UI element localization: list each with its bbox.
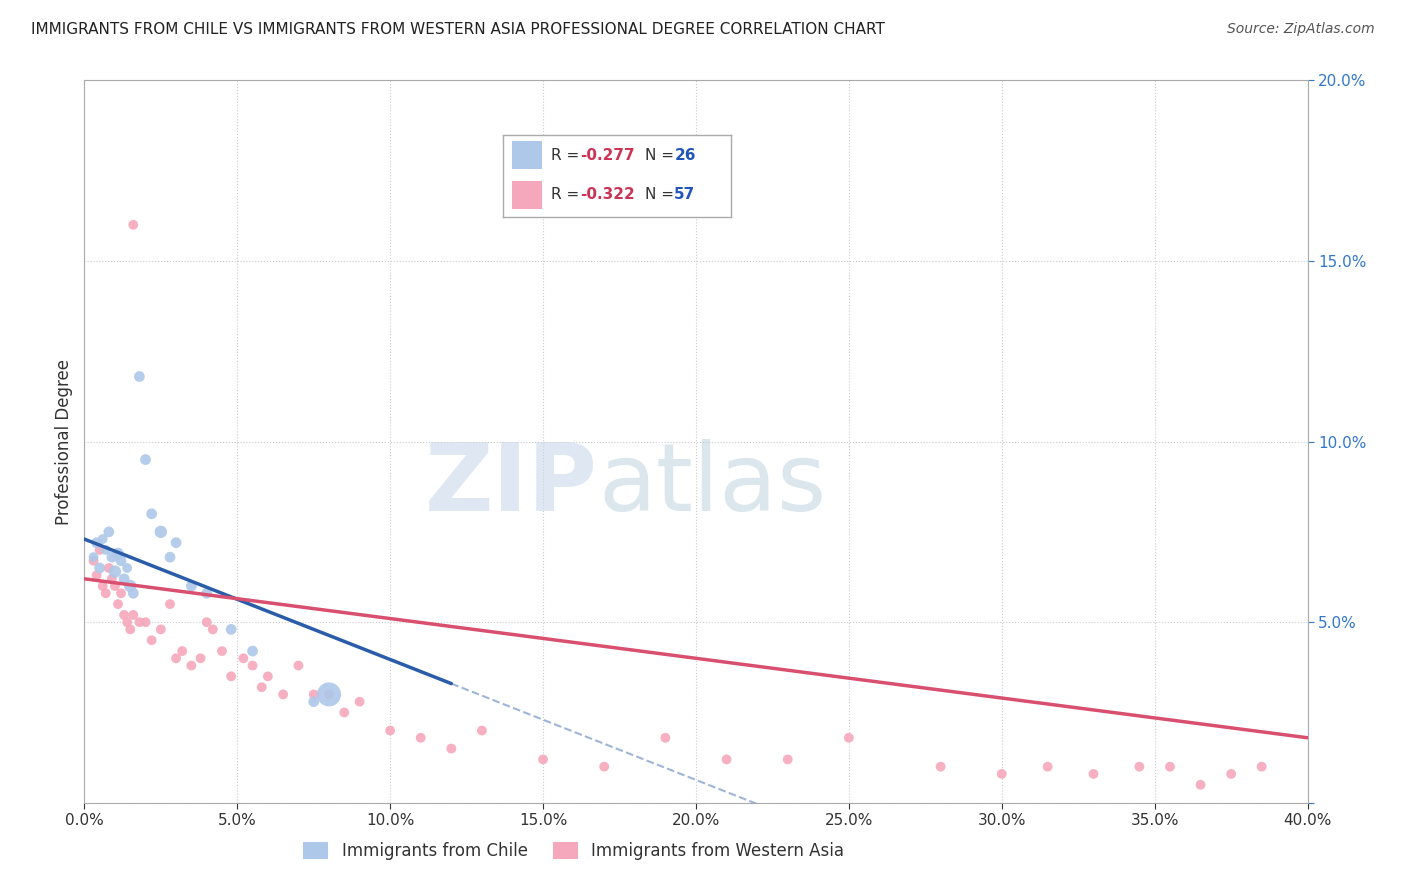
Point	[120, 579, 142, 593]
Point	[128, 615, 150, 630]
Point	[929, 760, 952, 774]
Point	[195, 615, 218, 630]
Text: 57: 57	[675, 187, 696, 202]
Point	[159, 597, 181, 611]
Point	[115, 561, 138, 575]
Point	[190, 651, 212, 665]
Point	[257, 669, 280, 683]
Text: N =: N =	[644, 147, 678, 162]
Point	[135, 452, 157, 467]
Point	[593, 760, 616, 774]
Point	[1128, 760, 1150, 774]
Point	[991, 767, 1014, 781]
Point	[232, 651, 254, 665]
Point	[135, 615, 157, 630]
Text: Source: ZipAtlas.com: Source: ZipAtlas.com	[1227, 22, 1375, 37]
Text: -0.277: -0.277	[581, 147, 636, 162]
Point	[91, 532, 114, 546]
Point	[107, 547, 129, 561]
Point	[97, 561, 120, 575]
Point	[195, 586, 218, 600]
Point	[1159, 760, 1181, 774]
Text: IMMIGRANTS FROM CHILE VS IMMIGRANTS FROM WESTERN ASIA PROFESSIONAL DEGREE CORREL: IMMIGRANTS FROM CHILE VS IMMIGRANTS FROM…	[31, 22, 884, 37]
Bar	[512, 181, 541, 209]
Point	[91, 579, 114, 593]
Point	[149, 524, 172, 539]
Point	[1250, 760, 1272, 774]
Text: R =: R =	[551, 187, 583, 202]
Point	[115, 615, 138, 630]
Point	[104, 565, 127, 579]
Point	[219, 669, 242, 683]
Point	[1220, 767, 1243, 781]
Text: ZIP: ZIP	[425, 439, 598, 531]
Point	[219, 623, 242, 637]
Point	[838, 731, 860, 745]
Text: 26: 26	[675, 147, 696, 162]
Point	[107, 597, 129, 611]
Text: N =: N =	[644, 187, 678, 202]
Point	[141, 633, 163, 648]
Point	[112, 607, 135, 622]
Point	[165, 535, 187, 549]
Text: R =: R =	[551, 147, 583, 162]
Point	[776, 752, 799, 766]
Point	[471, 723, 494, 738]
Point	[101, 572, 124, 586]
Point	[1189, 778, 1212, 792]
Point	[250, 680, 273, 694]
Point	[104, 579, 127, 593]
Point	[242, 658, 264, 673]
Point	[165, 651, 187, 665]
Point	[128, 369, 150, 384]
Point	[318, 687, 340, 701]
Point	[302, 687, 325, 701]
Point	[120, 623, 142, 637]
Point	[716, 752, 738, 766]
Point	[201, 623, 224, 637]
Point	[110, 554, 132, 568]
Point	[86, 568, 108, 582]
Point	[380, 723, 402, 738]
Point	[242, 644, 264, 658]
Point	[83, 550, 105, 565]
Point	[287, 658, 309, 673]
Point	[122, 586, 145, 600]
Point	[89, 561, 111, 575]
Bar	[512, 141, 541, 169]
Point	[101, 550, 124, 565]
Point	[180, 658, 202, 673]
Point	[302, 695, 325, 709]
Point	[97, 524, 120, 539]
Point	[318, 687, 340, 701]
Text: atlas: atlas	[598, 439, 827, 531]
Point	[94, 586, 117, 600]
Point	[349, 695, 371, 709]
Legend: Immigrants from Chile, Immigrants from Western Asia: Immigrants from Chile, Immigrants from W…	[297, 835, 851, 867]
Point	[159, 550, 181, 565]
Point	[122, 607, 145, 622]
Point	[180, 579, 202, 593]
Text: -0.322: -0.322	[581, 187, 636, 202]
Point	[112, 572, 135, 586]
Point	[86, 535, 108, 549]
Point	[122, 218, 145, 232]
Point	[409, 731, 432, 745]
Point	[1036, 760, 1059, 774]
Point	[141, 507, 163, 521]
Point	[89, 542, 111, 557]
Y-axis label: Professional Degree: Professional Degree	[55, 359, 73, 524]
Point	[271, 687, 294, 701]
Point	[172, 644, 194, 658]
Point	[1083, 767, 1105, 781]
Point	[149, 623, 172, 637]
Point	[333, 706, 356, 720]
Point	[110, 586, 132, 600]
Point	[94, 542, 117, 557]
Point	[654, 731, 676, 745]
Point	[83, 554, 105, 568]
Point	[440, 741, 463, 756]
Point	[531, 752, 554, 766]
Point	[211, 644, 233, 658]
